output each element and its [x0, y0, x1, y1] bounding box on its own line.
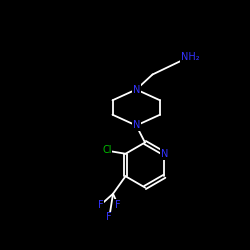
- Text: F: F: [115, 200, 121, 210]
- Text: N: N: [132, 120, 140, 130]
- Text: N: N: [161, 149, 168, 159]
- Text: NH₂: NH₂: [181, 52, 199, 62]
- Text: N: N: [132, 84, 140, 94]
- Text: F: F: [98, 200, 103, 210]
- Text: Cl: Cl: [102, 145, 112, 155]
- Text: F: F: [106, 212, 112, 222]
